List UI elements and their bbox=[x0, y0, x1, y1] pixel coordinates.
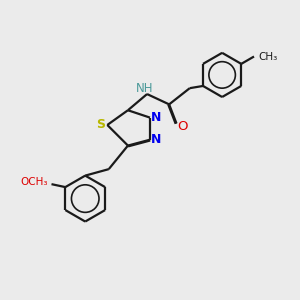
Text: N: N bbox=[151, 111, 162, 124]
Text: N: N bbox=[151, 133, 162, 146]
Text: OCH₃: OCH₃ bbox=[20, 177, 48, 187]
Text: CH₃: CH₃ bbox=[258, 52, 278, 61]
Text: O: O bbox=[178, 120, 188, 133]
Text: NH: NH bbox=[136, 82, 154, 95]
Text: S: S bbox=[96, 118, 105, 131]
